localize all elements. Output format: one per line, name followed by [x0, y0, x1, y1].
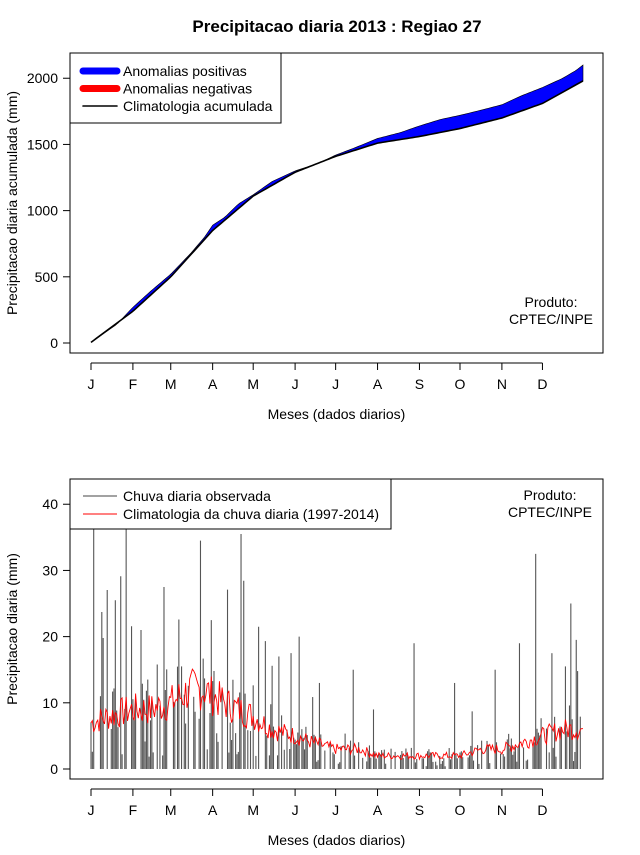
x-tick-label: J	[332, 802, 339, 818]
x-tick-label: A	[373, 376, 383, 392]
x-tick-label: F	[129, 802, 138, 818]
observed-bars	[90, 491, 581, 769]
y-tick-label: 0	[50, 335, 58, 351]
x-tick-label: O	[455, 802, 466, 818]
x-tick-label: J	[88, 802, 95, 818]
legend-label: Anomalias positivas	[123, 63, 247, 79]
x-tick-label: M	[247, 802, 259, 818]
y-tick-label: 1000	[27, 203, 58, 219]
y-tick-label: 20	[42, 629, 58, 645]
y-tick-label: 1500	[27, 136, 58, 152]
x-tick-label: D	[537, 802, 547, 818]
x-tick-label: D	[537, 376, 547, 392]
x-tick-label: O	[455, 376, 466, 392]
chart-title: Precipitacao diaria 2013 : Regiao 27	[192, 17, 481, 36]
x-tick-label: M	[165, 376, 177, 392]
y-tick-label: 2000	[27, 70, 58, 86]
legend-label: Climatologia da chuva diaria (1997-2014)	[123, 506, 379, 522]
x-tick-label: N	[497, 376, 507, 392]
y-axis-label: Precipitacao diaria acumulada (mm)	[4, 91, 20, 315]
panel-cumulative: 0 500 1000 1500 2000 J F M A M J J A S O N D Meses (dados…	[4, 52, 604, 422]
x-tick-label: N	[497, 802, 507, 818]
x-tick-label: F	[129, 376, 138, 392]
product-source: CPTEC/INPE	[508, 504, 592, 520]
x-tick-label: A	[208, 802, 218, 818]
positive-anomaly-area	[117, 164, 316, 324]
y-tick-label: 10	[42, 695, 58, 711]
climatology-daily-line	[90, 668, 584, 761]
x-tick-label: J	[332, 376, 339, 392]
positive-anomaly-area	[320, 64, 584, 163]
x-tick-label: J	[292, 376, 299, 392]
product-label: Produto:	[525, 294, 578, 310]
x-tick-label: J	[88, 376, 95, 392]
x-tick-label: A	[208, 376, 218, 392]
legend-box	[69, 478, 392, 530]
y-tick-label: 0	[50, 761, 58, 777]
x-tick-label: S	[415, 376, 424, 392]
y-tick-label: 500	[35, 269, 59, 285]
climatology-cumulative-line	[90, 80, 584, 343]
y-tick-label: 30	[42, 562, 58, 578]
legend-label: Chuva diaria observada	[123, 488, 271, 504]
panel-daily: 0 10 20 30 40 J F M A M J J A S O N D Meses (dados diario…	[4, 478, 604, 848]
x-tick-label: M	[165, 802, 177, 818]
legend-label: Climatologia acumulada	[123, 98, 273, 114]
x-axis-label: Meses (dados diarios)	[268, 406, 406, 422]
legend: Anomalias positivas Anomalias negativasCl…	[69, 52, 282, 124]
legend-label: Anomalias negativas	[123, 81, 252, 97]
legend: Chuva diaria observada Climatologia da ch…	[69, 478, 392, 530]
product-source: CPTEC/INPE	[509, 311, 593, 327]
x-axis-label: Meses (dados diarios)	[268, 832, 406, 848]
x-tick-label: J	[292, 802, 299, 818]
y-axis-label: Precipitacao diaria (mm)	[4, 553, 20, 705]
product-label: Produto:	[524, 487, 577, 503]
x-tick-label: M	[247, 376, 259, 392]
x-tick-label: S	[415, 802, 424, 818]
x-tick-label: A	[373, 802, 383, 818]
plot-frame	[69, 52, 604, 354]
y-tick-label: 40	[42, 496, 58, 512]
